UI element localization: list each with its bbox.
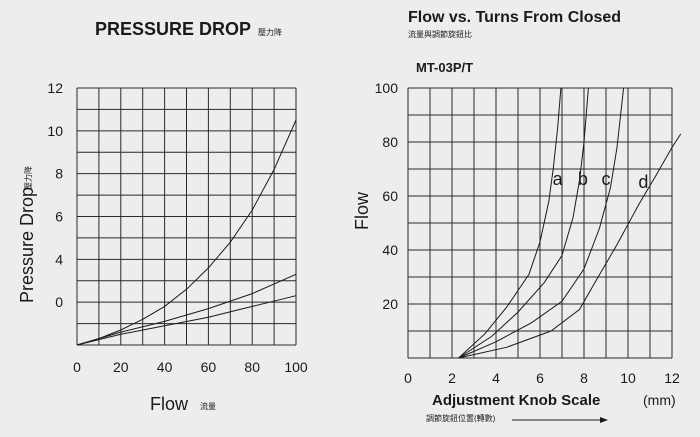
y-tick-label: 10: [47, 123, 63, 139]
y-tick-label: 6: [55, 209, 63, 225]
pressure-drop-y-label: Pressure Drop: [17, 187, 37, 303]
flow-curve-a: [458, 87, 562, 359]
flow-curve-d: [458, 133, 682, 359]
flow-vs-turns-chart: Flow vs. Turns From Closed 流量與調節旋鈕比 MT-0…: [352, 9, 682, 423]
flow-turns-model: MT-03P/T: [416, 60, 473, 75]
y-tick-label: 4: [55, 251, 63, 267]
pressure-drop-x-label-sub: 流量: [200, 401, 216, 411]
pressure-drop-y-label-sub: 壓力降: [23, 166, 33, 190]
pressure-drop-title: PRESSURE DROP: [95, 19, 251, 39]
y-tick-label: 0: [55, 294, 63, 310]
pressure-drop-x-label: Flow: [150, 394, 189, 414]
curve-label-b: b: [578, 169, 588, 189]
y-tick-label: 20: [382, 296, 398, 312]
curve-label-a: a: [553, 169, 564, 189]
y-tick-label: 100: [375, 80, 399, 96]
x-tick-label: 60: [201, 359, 217, 375]
x-tick-label: 40: [157, 359, 173, 375]
pressure-drop-curves: [76, 119, 297, 346]
y-tick-label: 60: [382, 188, 398, 204]
x-tick-label: 0: [73, 359, 81, 375]
y-tick-label: 80: [382, 134, 398, 150]
curve-label-c: c: [602, 169, 611, 189]
x-tick-label: 0: [404, 370, 412, 386]
pressure-curve-3: [76, 295, 297, 346]
flow-turns-y-ticks: 100 80 60 40 20: [375, 80, 399, 312]
pressure-drop-grid: [76, 87, 297, 346]
curve-label-d: d: [638, 172, 648, 192]
pressure-curve-2: [76, 273, 297, 346]
flow-curve-c: [458, 87, 625, 359]
x-tick-label: 6: [536, 370, 544, 386]
flow-turns-x-unit: (mm): [643, 392, 676, 408]
x-tick-label: 80: [244, 359, 260, 375]
x-tick-label: 2: [448, 370, 456, 386]
flow-turns-title-sub: 流量與調節旋鈕比: [408, 29, 472, 39]
pressure-drop-x-ticks: 0 20 40 60 80 100: [73, 359, 308, 375]
flow-turns-x-label: Adjustment Knob Scale: [432, 392, 600, 409]
flow-turns-grid: [407, 87, 673, 359]
flow-turns-x-label-sub: 調節旋鈕位置(轉數): [426, 413, 496, 423]
x-tick-label: 12: [664, 370, 680, 386]
flow-curve-b: [458, 87, 589, 359]
flow-turns-title: Flow vs. Turns From Closed: [408, 9, 621, 26]
x-tick-label: 8: [580, 370, 588, 386]
pressure-drop-y-ticks: 12 10 8 6 4 0: [47, 80, 63, 310]
y-tick-label: 40: [382, 242, 398, 258]
arrow-head-icon: [600, 417, 608, 423]
x-tick-label: 10: [620, 370, 636, 386]
x-tick-label: 4: [492, 370, 500, 386]
pressure-drop-chart: PRESSURE DROP 壓力降 0 20 40 60 80 100 12 10 8 6 4 0 …: [17, 19, 308, 414]
x-tick-label: 100: [284, 359, 308, 375]
flow-turns-y-label: Flow: [352, 191, 372, 230]
x-tick-label: 20: [113, 359, 129, 375]
flow-turns-x-ticks: 0 2 4 6 8 10 12: [404, 370, 680, 386]
pressure-curve-1: [76, 119, 297, 346]
pressure-drop-title-sub: 壓力降: [258, 27, 282, 37]
y-tick-label: 8: [55, 166, 63, 182]
y-tick-label: 12: [47, 80, 63, 96]
